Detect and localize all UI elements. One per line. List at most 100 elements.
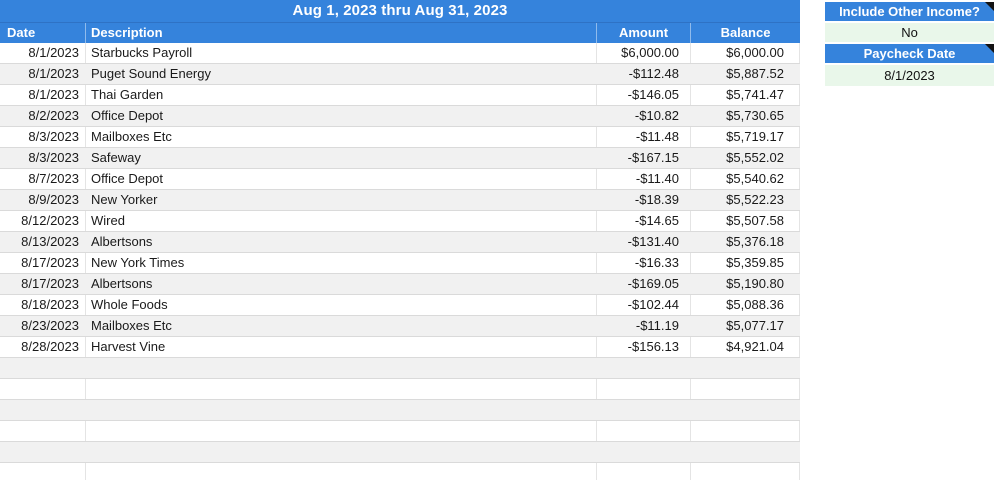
balance-cell[interactable]: $5,719.17 xyxy=(691,127,800,147)
date-cell[interactable]: 8/12/2023 xyxy=(0,211,86,231)
paycheck-date-value-cell[interactable]: 8/1/2023 xyxy=(825,65,994,86)
amount-cell[interactable] xyxy=(597,379,691,399)
column-header-balance[interactable]: Balance xyxy=(720,25,771,40)
description-cell[interactable]: Albertsons xyxy=(91,276,153,291)
balance-cell[interactable] xyxy=(691,442,800,462)
description-cell[interactable]: Office Depot xyxy=(91,108,164,123)
description-cell[interactable]: Safeway xyxy=(91,150,141,165)
date-cell[interactable]: 8/18/2023 xyxy=(0,295,86,315)
date-cell[interactable]: 8/23/2023 xyxy=(21,318,79,333)
balance-cell[interactable] xyxy=(691,379,800,399)
date-cell[interactable] xyxy=(0,421,86,441)
amount-cell[interactable]: -$14.65 xyxy=(597,211,691,231)
balance-cell[interactable]: $5,552.02 xyxy=(726,150,784,165)
column-header-date[interactable]: Date xyxy=(0,23,86,43)
date-cell[interactable]: 8/28/2023 xyxy=(0,337,86,357)
amount-cell[interactable] xyxy=(597,358,691,378)
description-cell[interactable] xyxy=(86,358,597,378)
date-cell[interactable] xyxy=(0,400,86,420)
table-row: 8/17/2023 Albertsons -$169.05 $5,190.80 xyxy=(0,274,800,295)
paycheck-date-header-cell[interactable]: Paycheck Date xyxy=(825,44,994,63)
description-cell[interactable] xyxy=(86,379,597,399)
description-cell[interactable]: Harvest Vine xyxy=(86,337,597,357)
date-cell[interactable]: 8/1/2023 xyxy=(0,85,86,105)
amount-cell[interactable]: -$146.05 xyxy=(597,85,691,105)
description-cell[interactable]: Mailboxes Etc xyxy=(91,318,172,333)
balance-cell[interactable]: $6,000.00 xyxy=(691,43,800,63)
balance-cell[interactable]: $5,077.17 xyxy=(726,318,784,333)
balance-cell[interactable]: $5,507.58 xyxy=(691,211,800,231)
amount-cell[interactable]: -$10.82 xyxy=(634,108,679,123)
amount-cell[interactable]: $6,000.00 xyxy=(597,43,691,63)
date-cell[interactable]: 8/3/2023 xyxy=(28,150,79,165)
cell-note-marker-icon xyxy=(985,44,994,53)
table-title-cell[interactable]: Aug 1, 2023 thru Aug 31, 2023 xyxy=(0,0,800,22)
amount-cell[interactable]: -$16.33 xyxy=(597,253,691,273)
date-cell[interactable]: 8/7/2023 xyxy=(0,169,86,189)
amount-cell[interactable]: -$11.48 xyxy=(597,127,691,147)
balance-cell[interactable]: $5,359.85 xyxy=(691,253,800,273)
date-cell[interactable]: 8/3/2023 xyxy=(0,127,86,147)
balance-cell[interactable] xyxy=(691,463,800,480)
description-cell[interactable] xyxy=(86,421,597,441)
date-cell[interactable]: 8/1/2023 xyxy=(0,43,86,63)
date-cell[interactable]: 8/1/2023 xyxy=(28,66,79,81)
description-cell[interactable] xyxy=(86,463,597,480)
amount-cell[interactable]: -$11.40 xyxy=(597,169,691,189)
amount-cell[interactable]: -$102.44 xyxy=(597,295,691,315)
date-cell[interactable]: 8/13/2023 xyxy=(21,234,79,249)
date-cell[interactable]: 8/17/2023 xyxy=(0,253,86,273)
balance-cell[interactable]: $5,540.62 xyxy=(691,169,800,189)
description-cell[interactable]: Mailboxes Etc xyxy=(86,127,597,147)
description-cell[interactable]: New Yorker xyxy=(91,192,158,207)
amount-cell[interactable]: -$169.05 xyxy=(627,276,679,291)
description-cell[interactable]: Starbucks Payroll xyxy=(86,43,597,63)
amount-cell[interactable] xyxy=(597,421,691,441)
column-header-description[interactable]: Description xyxy=(86,23,597,43)
include-other-income-value-cell[interactable]: No xyxy=(825,23,994,42)
balance-cell[interactable]: $5,741.47 xyxy=(691,85,800,105)
amount-cell[interactable]: -$11.19 xyxy=(635,318,679,333)
balance-cell[interactable]: $5,088.36 xyxy=(691,295,800,315)
amount-cell[interactable]: -$167.15 xyxy=(627,150,679,165)
balance-cell[interactable]: $5,376.18 xyxy=(726,234,784,249)
balance-cell[interactable]: $4,921.04 xyxy=(691,337,800,357)
description-cell[interactable]: Puget Sound Energy xyxy=(91,66,211,81)
balance-cell[interactable]: $5,190.80 xyxy=(726,276,784,291)
description-cell[interactable] xyxy=(86,442,597,462)
balance-cell[interactable]: $5,887.52 xyxy=(726,66,784,81)
amount-cell[interactable]: -$156.13 xyxy=(597,337,691,357)
description-cell[interactable]: Whole Foods xyxy=(86,295,597,315)
amount-cell[interactable]: -$112.48 xyxy=(628,66,679,81)
table-row: 8/12/2023 Wired -$14.65 $5,507.58 xyxy=(0,211,800,232)
column-header-amount[interactable]: Amount xyxy=(597,23,691,43)
date-cell[interactable] xyxy=(0,442,86,462)
balance-cell[interactable]: $5,522.23 xyxy=(726,192,784,207)
amount-cell[interactable]: -$131.40 xyxy=(627,234,679,249)
date-cell[interactable]: 8/2/2023 xyxy=(28,108,79,123)
date-cell[interactable]: 8/9/2023 xyxy=(28,192,79,207)
amount-cell[interactable] xyxy=(597,463,691,480)
description-cell[interactable]: Thai Garden xyxy=(86,85,597,105)
amount-cell[interactable] xyxy=(597,400,691,420)
description-cell[interactable] xyxy=(86,400,597,420)
date-cell[interactable] xyxy=(0,358,86,378)
amount-cell[interactable] xyxy=(597,442,691,462)
balance-cell[interactable]: $5,730.65 xyxy=(726,108,784,123)
table-rows: 8/1/2023 Starbucks Payroll $6,000.00 $6,… xyxy=(0,43,800,480)
include-other-income-header-cell[interactable]: Include Other Income? xyxy=(825,2,994,21)
table-row xyxy=(0,400,800,421)
amount-cell[interactable]: -$18.39 xyxy=(634,192,679,207)
description-cell[interactable]: Office Depot xyxy=(86,169,597,189)
balance-cell[interactable] xyxy=(691,358,800,378)
description-cell[interactable]: Wired xyxy=(86,211,597,231)
date-cell[interactable] xyxy=(0,463,86,480)
balance-cell[interactable] xyxy=(691,421,800,441)
table-row: 8/3/2023 Safeway -$167.15 $5,552.02 xyxy=(0,148,800,169)
description-cell[interactable]: New York Times xyxy=(86,253,597,273)
date-cell[interactable]: 8/17/2023 xyxy=(21,276,79,291)
description-cell[interactable]: Albertsons xyxy=(91,234,153,249)
balance-cell[interactable] xyxy=(691,400,800,420)
date-cell[interactable] xyxy=(0,379,86,399)
